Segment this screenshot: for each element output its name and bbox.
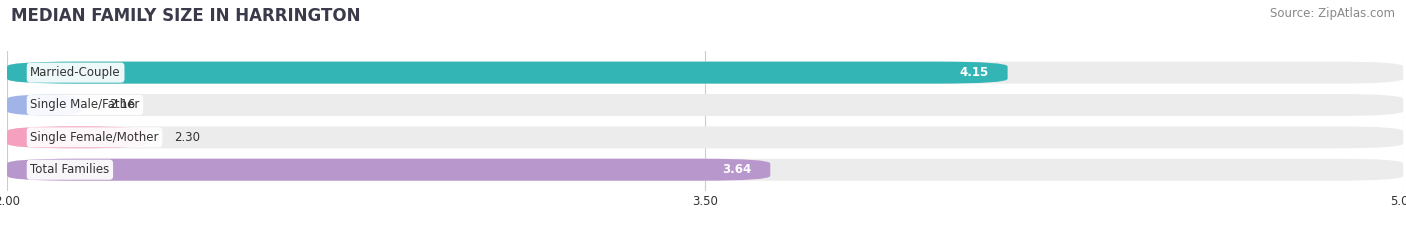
Text: Total Families: Total Families <box>31 163 110 176</box>
Text: 3.64: 3.64 <box>723 163 752 176</box>
Text: 2.30: 2.30 <box>174 131 201 144</box>
FancyBboxPatch shape <box>7 94 82 116</box>
FancyBboxPatch shape <box>7 159 1403 181</box>
Text: Source: ZipAtlas.com: Source: ZipAtlas.com <box>1270 7 1395 20</box>
FancyBboxPatch shape <box>7 94 1403 116</box>
Text: MEDIAN FAMILY SIZE IN HARRINGTON: MEDIAN FAMILY SIZE IN HARRINGTON <box>11 7 361 25</box>
FancyBboxPatch shape <box>7 126 146 148</box>
FancyBboxPatch shape <box>7 159 770 181</box>
Text: 2.16: 2.16 <box>110 99 135 111</box>
FancyBboxPatch shape <box>7 62 1403 84</box>
Text: Single Female/Mother: Single Female/Mother <box>31 131 159 144</box>
Text: Married-Couple: Married-Couple <box>31 66 121 79</box>
FancyBboxPatch shape <box>7 126 1403 148</box>
Text: Single Male/Father: Single Male/Father <box>31 99 139 111</box>
Text: 4.15: 4.15 <box>960 66 988 79</box>
FancyBboxPatch shape <box>7 62 1008 84</box>
